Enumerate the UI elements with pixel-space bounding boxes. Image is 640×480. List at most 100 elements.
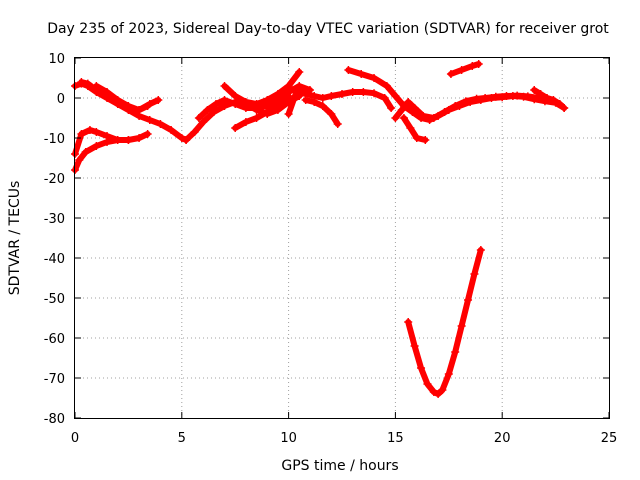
data-point — [370, 74, 379, 82]
y-tick-label: 0 — [57, 92, 65, 107]
data-point — [474, 60, 483, 68]
y-tick-label: -70 — [44, 372, 65, 387]
series-arc-11 — [301, 96, 342, 128]
data-point — [417, 364, 426, 372]
series-arc-16 — [530, 86, 569, 112]
data-point — [145, 116, 154, 124]
series-track — [232, 93, 292, 131]
data-point — [472, 94, 481, 103]
data-point — [451, 348, 460, 356]
data-point — [444, 370, 453, 378]
y-tick-label: -10 — [44, 132, 65, 147]
data-point — [391, 92, 400, 100]
data-point — [143, 130, 152, 138]
data-point — [491, 92, 500, 101]
data-point — [135, 106, 144, 114]
series-track — [221, 69, 303, 107]
data-point — [333, 120, 342, 128]
data-point — [404, 98, 413, 106]
data-point — [273, 90, 282, 98]
data-point — [513, 91, 522, 100]
data-point — [113, 136, 122, 144]
x-tick-label: 25 — [601, 431, 618, 446]
data-point — [103, 132, 112, 140]
data-point — [124, 136, 133, 144]
data-point — [182, 136, 191, 144]
data-point — [543, 94, 552, 102]
data-point — [194, 114, 203, 122]
data-point — [370, 89, 379, 98]
series-arc-17 — [404, 246, 485, 398]
data-point — [154, 96, 163, 104]
data-point — [77, 78, 86, 86]
y-tick-label: -50 — [44, 292, 65, 307]
data-point — [348, 88, 357, 96]
data-point — [231, 100, 240, 108]
data-point — [293, 86, 302, 94]
data-point — [423, 380, 432, 388]
data-point — [446, 70, 455, 78]
data-point — [92, 82, 101, 90]
data-point — [560, 104, 569, 112]
series-track — [400, 115, 429, 143]
data-point — [124, 102, 133, 110]
data-point — [284, 82, 293, 90]
data-point — [103, 88, 112, 96]
data-point — [380, 94, 389, 102]
data-point — [429, 388, 438, 396]
data-point — [252, 114, 261, 122]
data-point — [263, 108, 272, 116]
data-point — [327, 110, 336, 118]
data-point — [438, 386, 447, 394]
data-point — [113, 96, 122, 104]
series-track — [195, 83, 313, 121]
data-point — [295, 68, 304, 76]
data-point — [220, 82, 229, 90]
data-point — [357, 70, 366, 78]
data-point — [536, 90, 545, 98]
data-point — [397, 106, 406, 114]
data-point — [85, 126, 94, 134]
series-track — [78, 79, 190, 143]
y-tick-label: -20 — [44, 172, 65, 187]
data-point — [338, 90, 346, 98]
data-point — [310, 98, 319, 106]
data-point — [382, 82, 391, 90]
series-arc-14 — [399, 114, 430, 144]
x-tick-label: 20 — [494, 431, 511, 446]
series-arc-9 — [231, 92, 293, 132]
data-point — [476, 246, 485, 254]
data-point — [92, 128, 101, 136]
data-point — [461, 97, 470, 106]
data-point — [464, 296, 473, 304]
plot-data — [71, 60, 569, 398]
data-point — [555, 100, 564, 108]
data-point — [220, 96, 229, 104]
data-point — [410, 342, 419, 350]
plot-frame — [74, 57, 610, 419]
data-point — [391, 114, 400, 122]
data-point — [468, 62, 477, 70]
data-point — [457, 322, 466, 330]
data-point — [451, 102, 460, 110]
data-point — [241, 118, 250, 126]
data-point — [241, 98, 250, 106]
series-arc-13 — [391, 91, 543, 122]
data-point — [318, 94, 327, 102]
chart-title: Day 235 of 2023, Sidereal Day-to-day VTE… — [47, 21, 609, 37]
data-point — [406, 124, 415, 132]
series-arc-3 — [92, 82, 163, 114]
data-point — [470, 270, 479, 278]
data-point — [231, 124, 240, 132]
data-point — [284, 110, 293, 118]
data-point — [77, 130, 86, 138]
x-tick-label: 0 — [71, 431, 79, 446]
data-point — [387, 104, 396, 112]
series-arc-10 — [284, 86, 396, 118]
y-axis-label: SDTVAR / TECUs — [7, 181, 23, 296]
data-point — [399, 114, 408, 122]
y-tick-label: -80 — [44, 412, 65, 427]
data-point — [429, 114, 438, 122]
